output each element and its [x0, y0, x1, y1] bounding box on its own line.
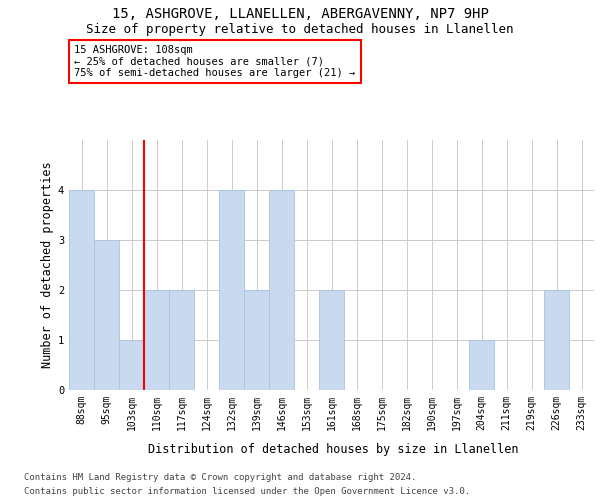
Text: 15, ASHGROVE, LLANELLEN, ABERGAVENNY, NP7 9HP: 15, ASHGROVE, LLANELLEN, ABERGAVENNY, NP… — [112, 8, 488, 22]
Text: Contains HM Land Registry data © Crown copyright and database right 2024.: Contains HM Land Registry data © Crown c… — [24, 472, 416, 482]
Bar — [244, 290, 269, 390]
Bar — [94, 240, 119, 390]
Bar — [69, 190, 94, 390]
Bar — [319, 290, 344, 390]
Text: Size of property relative to detached houses in Llanellen: Size of property relative to detached ho… — [86, 22, 514, 36]
Bar — [219, 190, 244, 390]
Bar — [544, 290, 569, 390]
Bar — [269, 190, 294, 390]
Bar — [119, 340, 144, 390]
Text: 15 ASHGROVE: 108sqm
← 25% of detached houses are smaller (7)
75% of semi-detache: 15 ASHGROVE: 108sqm ← 25% of detached ho… — [74, 45, 355, 78]
Text: Distribution of detached houses by size in Llanellen: Distribution of detached houses by size … — [148, 442, 518, 456]
Bar — [144, 290, 169, 390]
Text: Contains public sector information licensed under the Open Government Licence v3: Contains public sector information licen… — [24, 486, 470, 496]
Y-axis label: Number of detached properties: Number of detached properties — [41, 162, 54, 368]
Bar — [469, 340, 494, 390]
Bar — [169, 290, 194, 390]
